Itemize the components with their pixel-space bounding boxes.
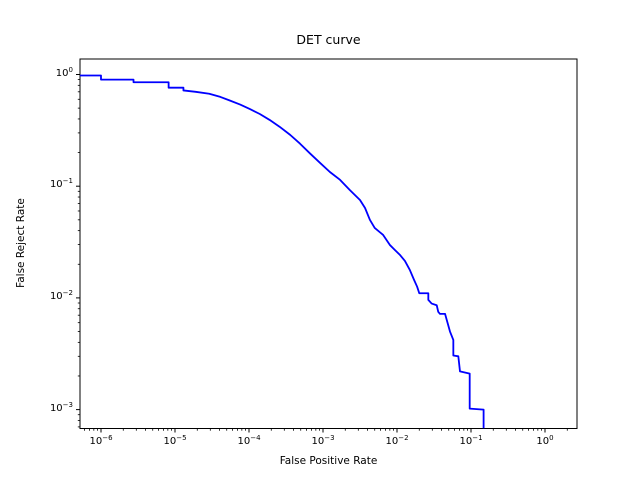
x-tick-label: 10−3: [311, 434, 335, 447]
x-tick-label: 100: [536, 434, 554, 447]
y-axis-label: False Reject Rate: [15, 198, 27, 288]
chart-title: DET curve: [296, 32, 361, 47]
x-tick-label: 10−6: [89, 434, 113, 447]
y-tick-label: 10−1: [49, 177, 73, 191]
y-tick-label: 100: [55, 65, 73, 79]
det-curve: [80, 74, 485, 429]
x-tick-label: 10−2: [385, 434, 409, 447]
x-tick-label: 10−5: [163, 434, 187, 447]
y-tick-label: 10−2: [49, 288, 73, 302]
y-tick-label: 10−3: [49, 400, 73, 414]
x-tick-label: 10−4: [237, 434, 261, 447]
x-axis-label: False Positive Rate: [279, 455, 378, 467]
axes-spines: [79, 58, 578, 429]
x-tick-label: 10−1: [459, 434, 483, 447]
